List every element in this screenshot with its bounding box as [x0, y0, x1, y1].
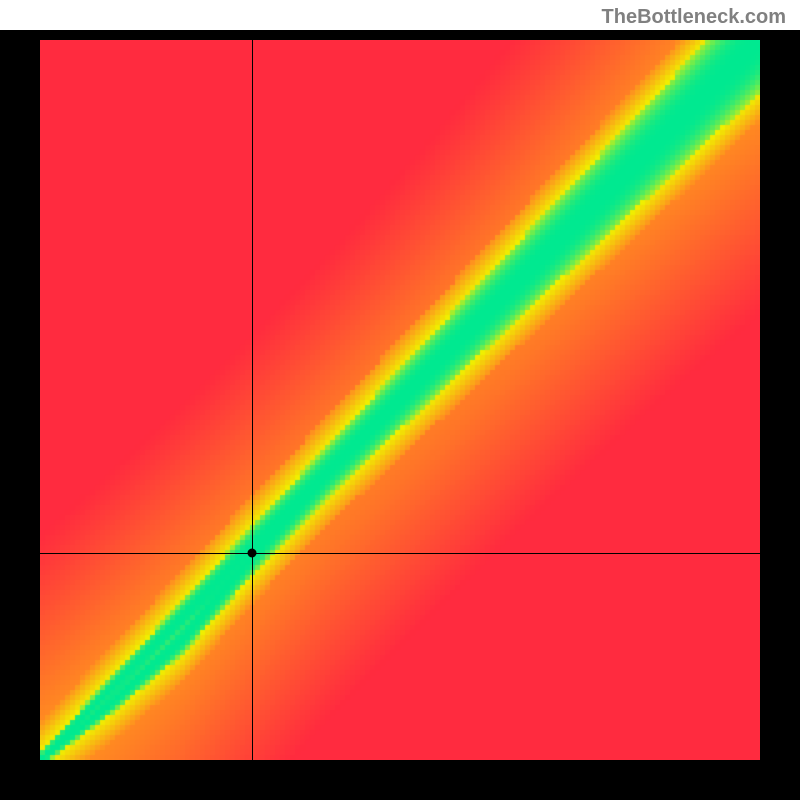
heatmap-plot: [40, 40, 760, 760]
crosshair-horizontal: [40, 553, 760, 554]
chart-container: TheBottleneck.com: [0, 0, 800, 800]
chart-outer-frame: [0, 30, 800, 800]
crosshair-vertical: [252, 40, 253, 760]
heatmap-canvas: [40, 40, 760, 760]
watermark-text: TheBottleneck.com: [602, 6, 786, 29]
crosshair-marker: [248, 548, 257, 557]
